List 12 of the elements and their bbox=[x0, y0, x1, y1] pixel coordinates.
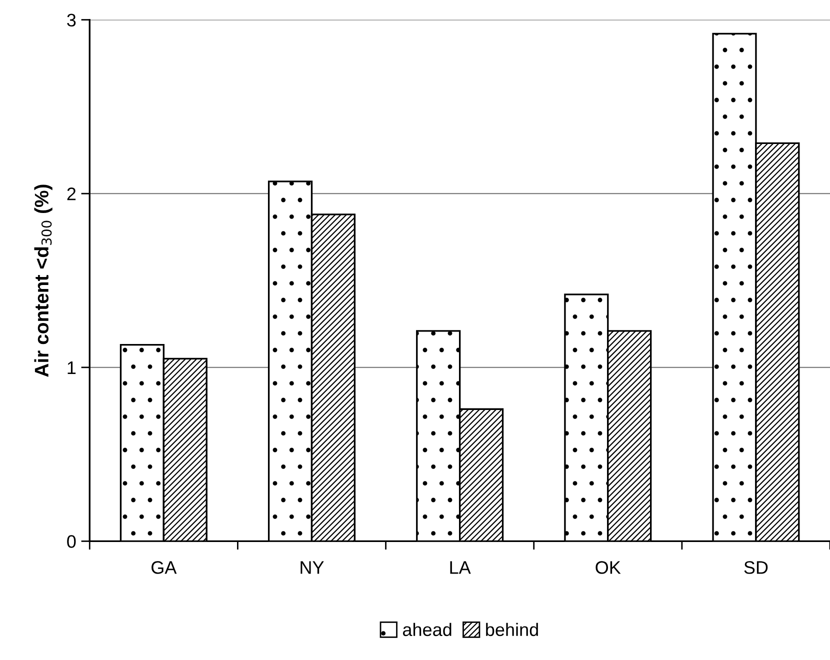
x-tick-label: LA bbox=[450, 561, 471, 574]
x-tick-label: NY bbox=[300, 561, 324, 574]
y-tick-label: 1 bbox=[68, 362, 76, 374]
y-axis-title: Air content <d$_{300}$ (%) bbox=[34, 184, 52, 377]
y-tick-label: 0 bbox=[67, 535, 76, 548]
y-tick-label: 3 bbox=[67, 14, 76, 27]
legend-label: behind bbox=[486, 622, 538, 636]
legend-label: ahead bbox=[402, 622, 452, 636]
x-tick-label: GA bbox=[152, 561, 177, 574]
y-tick-label: 2 bbox=[67, 188, 76, 200]
x-tick-label: SD bbox=[744, 561, 768, 574]
x-tick-label: OK bbox=[596, 561, 621, 574]
